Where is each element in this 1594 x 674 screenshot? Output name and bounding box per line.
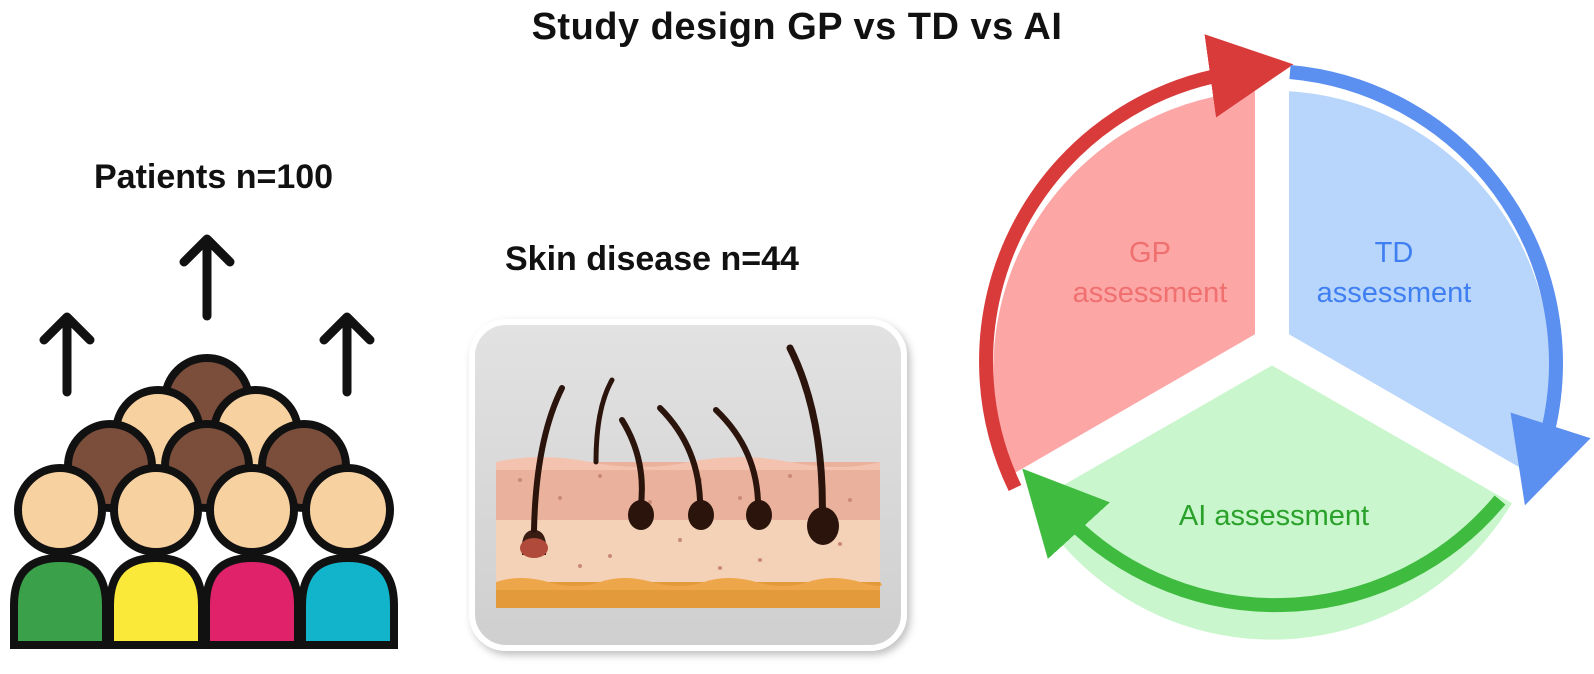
skin-hair-icon xyxy=(469,319,907,651)
person-body-magenta xyxy=(202,553,302,649)
td-label-line1: TD xyxy=(1375,237,1414,269)
up-arrow-icon-right xyxy=(319,312,375,397)
cycle-arrow-icon-green xyxy=(1022,468,1506,613)
person-body-green xyxy=(10,553,110,649)
person-body-yellow xyxy=(106,553,206,649)
cycle-arrow-icon-red xyxy=(979,34,1294,492)
diagram-title: Study design GP vs TD vs AI xyxy=(531,6,1063,48)
skin-disease-label: Skin disease n=44 xyxy=(505,240,799,278)
up-arrow-icon-left xyxy=(39,312,95,397)
person-head xyxy=(206,464,298,556)
ai-label: AI assessment xyxy=(1179,500,1369,532)
gp-label-line2: assessment xyxy=(1073,277,1228,309)
patients-label: Patients n=100 xyxy=(94,158,334,196)
cycle-diagram: GP assessment TD assessment AI assessmen… xyxy=(979,34,1591,646)
person-head xyxy=(302,464,394,556)
person-body-cyan xyxy=(298,553,398,649)
up-arrow-icon-center xyxy=(179,234,235,321)
person-head xyxy=(14,464,106,556)
td-label-line2: assessment xyxy=(1317,277,1472,309)
cycle-arrow-icon-blue xyxy=(1289,65,1591,506)
person-head xyxy=(110,464,202,556)
people-group-icon xyxy=(10,354,398,649)
gp-label-line1: GP xyxy=(1129,237,1171,269)
